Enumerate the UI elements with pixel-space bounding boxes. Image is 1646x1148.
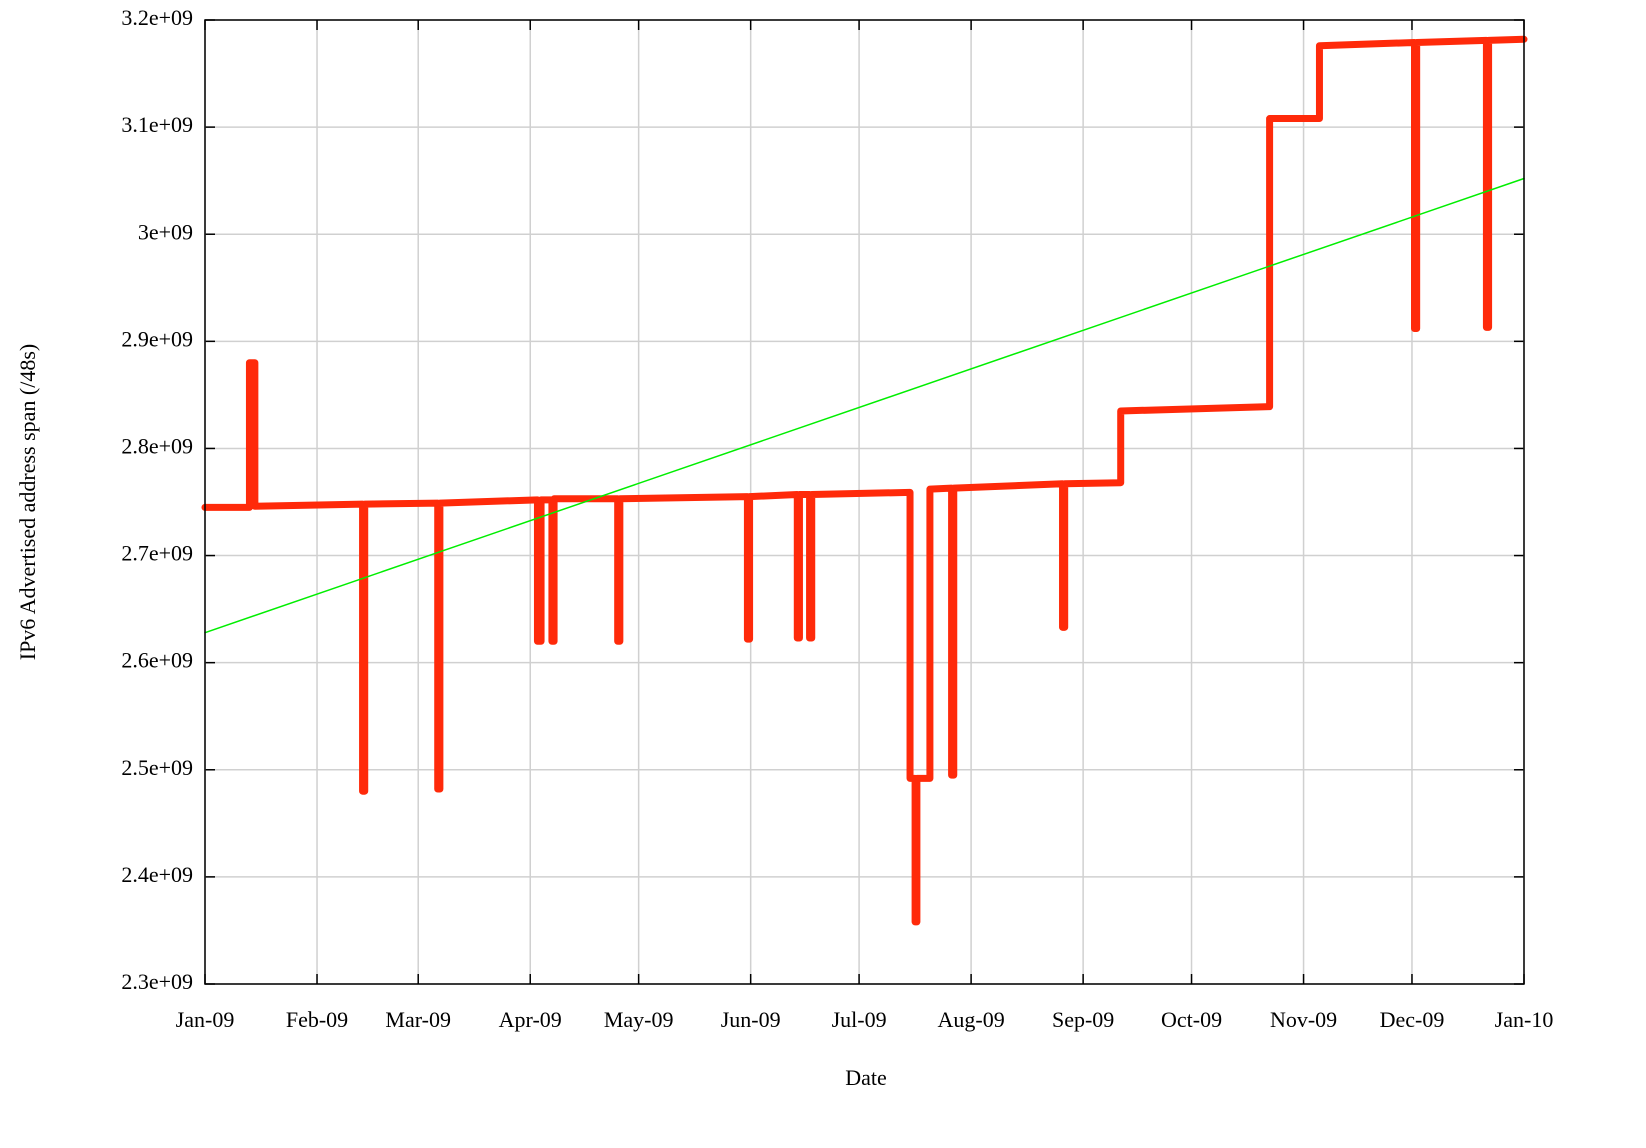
x-tick-label: Aug-09 bbox=[937, 1007, 1004, 1032]
y-tick-label: 2.9e+09 bbox=[121, 326, 193, 351]
y-tick-label: 3.2e+09 bbox=[121, 5, 193, 30]
data-line bbox=[204, 177, 1525, 634]
y-tick-label: 3e+09 bbox=[138, 219, 193, 244]
x-tick-label: Nov-09 bbox=[1270, 1007, 1337, 1032]
x-axis-label: Date bbox=[845, 1065, 887, 1090]
data-line bbox=[201, 35, 1528, 926]
y-tick-label: 2.5e+09 bbox=[121, 755, 193, 780]
y-tick-label: 2.8e+09 bbox=[121, 433, 193, 458]
x-tick-label: Feb-09 bbox=[286, 1007, 348, 1032]
x-tick-label: Oct-09 bbox=[1161, 1007, 1222, 1032]
plot-frame bbox=[204, 19, 1525, 985]
y-tick-label: 2.6e+09 bbox=[121, 648, 193, 673]
x-tick-label: Jan-10 bbox=[1495, 1007, 1554, 1032]
y-tick-label: 2.7e+09 bbox=[121, 541, 193, 566]
y-tick-label: 3.1e+09 bbox=[121, 112, 193, 137]
x-tick-label: May-09 bbox=[604, 1007, 674, 1032]
y-tick-label: 2.3e+09 bbox=[121, 969, 193, 994]
x-tick-label: Jun-09 bbox=[721, 1007, 781, 1032]
x-tick-label: Jul-09 bbox=[832, 1007, 887, 1032]
y-tick-label: 2.4e+09 bbox=[121, 862, 193, 887]
x-tick-label: Dec-09 bbox=[1380, 1007, 1445, 1032]
x-tick-label: Apr-09 bbox=[499, 1007, 562, 1032]
x-tick-label: Mar-09 bbox=[385, 1007, 451, 1032]
x-tick-label: Jan-09 bbox=[176, 1007, 235, 1032]
x-tick-label: Sep-09 bbox=[1052, 1007, 1114, 1032]
y-axis-label: IPv6 Advertised address span (/48s) bbox=[15, 344, 40, 661]
